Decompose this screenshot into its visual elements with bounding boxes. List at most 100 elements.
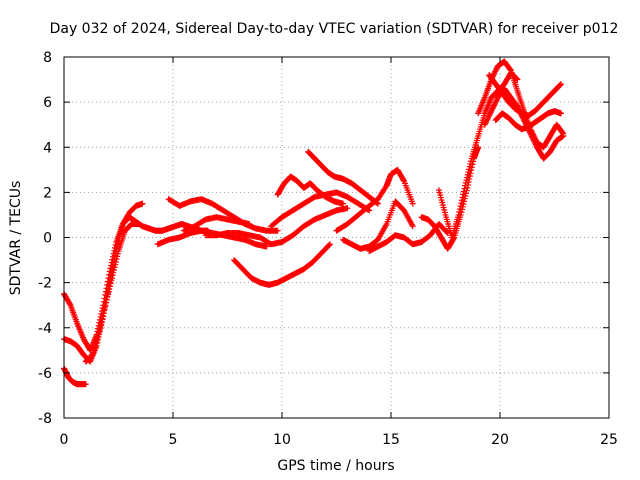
series-arc-3 bbox=[61, 365, 89, 388]
data-point bbox=[99, 315, 106, 322]
data-point bbox=[490, 71, 497, 78]
data-point bbox=[488, 106, 495, 113]
data-point bbox=[100, 310, 107, 317]
y-tick-label: 8 bbox=[43, 50, 52, 66]
data-point bbox=[465, 169, 472, 176]
chart-title: Day 032 of 2024, Sidereal Day-to-day VTE… bbox=[50, 21, 619, 37]
data-point bbox=[96, 326, 103, 333]
data-point bbox=[520, 117, 527, 124]
data-point bbox=[521, 118, 528, 125]
data-point bbox=[460, 191, 467, 198]
data-point bbox=[66, 301, 73, 308]
data-point bbox=[463, 177, 470, 184]
data-point bbox=[274, 227, 281, 234]
data-point bbox=[492, 67, 499, 74]
data-point bbox=[482, 120, 489, 127]
data-point bbox=[111, 264, 118, 271]
data-point bbox=[531, 138, 538, 145]
data-point bbox=[528, 132, 535, 139]
series-arc-8 bbox=[202, 205, 351, 248]
data-point bbox=[409, 223, 416, 230]
data-point bbox=[105, 291, 112, 298]
data-point bbox=[488, 108, 495, 115]
y-tick-label: -4 bbox=[38, 321, 52, 337]
grid-lines bbox=[64, 57, 609, 418]
data-point bbox=[114, 253, 121, 260]
data-point bbox=[486, 112, 493, 119]
data-point bbox=[467, 160, 474, 167]
data-point bbox=[456, 209, 463, 216]
series-arc-12 bbox=[305, 148, 381, 207]
data-point bbox=[97, 321, 104, 328]
data-point bbox=[491, 101, 498, 108]
data-point bbox=[530, 137, 537, 144]
series-arc-14 bbox=[340, 198, 416, 252]
data-point bbox=[492, 100, 499, 107]
data-point bbox=[468, 158, 475, 165]
data-point bbox=[492, 98, 499, 105]
data-point bbox=[344, 205, 351, 212]
data-point bbox=[528, 133, 535, 140]
data-point bbox=[135, 220, 142, 227]
data-point bbox=[112, 258, 119, 265]
x-tick-label: 5 bbox=[169, 432, 178, 448]
data-point bbox=[490, 102, 497, 109]
data-point bbox=[460, 188, 467, 195]
x-tick-label: 20 bbox=[491, 432, 509, 448]
data-point bbox=[103, 299, 110, 306]
data-point bbox=[139, 200, 146, 207]
data-point bbox=[98, 318, 105, 325]
data-point bbox=[461, 185, 468, 192]
data-point bbox=[326, 241, 333, 248]
x-axis-ticks: 0 5 10 15 20 25 bbox=[60, 57, 618, 448]
series-arc-4 bbox=[82, 220, 142, 365]
data-point bbox=[481, 121, 488, 128]
series-arc-6 bbox=[165, 196, 281, 234]
data-point bbox=[485, 114, 492, 121]
data-point bbox=[95, 329, 102, 336]
data-point bbox=[88, 352, 95, 359]
series-arc-19 bbox=[481, 85, 567, 162]
data-point bbox=[110, 266, 117, 273]
data-point bbox=[99, 313, 106, 320]
data-point bbox=[462, 182, 469, 189]
series-arc-11 bbox=[274, 173, 347, 207]
x-axis-label: GPS time / hours bbox=[277, 458, 394, 474]
data-point bbox=[492, 68, 499, 75]
data-points bbox=[61, 58, 567, 388]
data-point bbox=[106, 283, 113, 290]
data-point bbox=[490, 104, 497, 111]
data-point bbox=[466, 163, 473, 170]
data-point bbox=[107, 280, 114, 287]
series-arc-21 bbox=[492, 108, 565, 133]
data-point bbox=[326, 242, 333, 249]
data-point bbox=[527, 130, 534, 137]
series-arc-20 bbox=[486, 72, 565, 119]
y-tick-label: 0 bbox=[43, 231, 52, 247]
data-point bbox=[462, 179, 469, 186]
data-point bbox=[458, 200, 465, 207]
x-tick-label: 25 bbox=[600, 432, 618, 448]
data-point bbox=[400, 176, 407, 183]
data-point bbox=[108, 275, 115, 282]
data-point bbox=[458, 197, 465, 204]
data-point bbox=[101, 304, 108, 311]
y-tick-label: 4 bbox=[43, 140, 52, 156]
data-point bbox=[88, 353, 95, 360]
data-point bbox=[466, 166, 473, 173]
data-point bbox=[112, 261, 119, 268]
data-point bbox=[493, 65, 500, 72]
series-arc-7 bbox=[180, 214, 253, 234]
data-point bbox=[246, 220, 253, 227]
data-point bbox=[489, 105, 496, 112]
x-tick-label: 15 bbox=[382, 432, 400, 448]
data-point bbox=[529, 134, 536, 141]
data-point bbox=[105, 288, 112, 295]
data-point bbox=[457, 203, 464, 210]
y-tick-label: -2 bbox=[38, 276, 52, 292]
data-point bbox=[493, 97, 500, 104]
data-point bbox=[108, 277, 115, 284]
data-point bbox=[456, 206, 463, 213]
y-axis-ticks: -8 -6 -4 -2 0 2 4 6 8 bbox=[38, 50, 609, 427]
